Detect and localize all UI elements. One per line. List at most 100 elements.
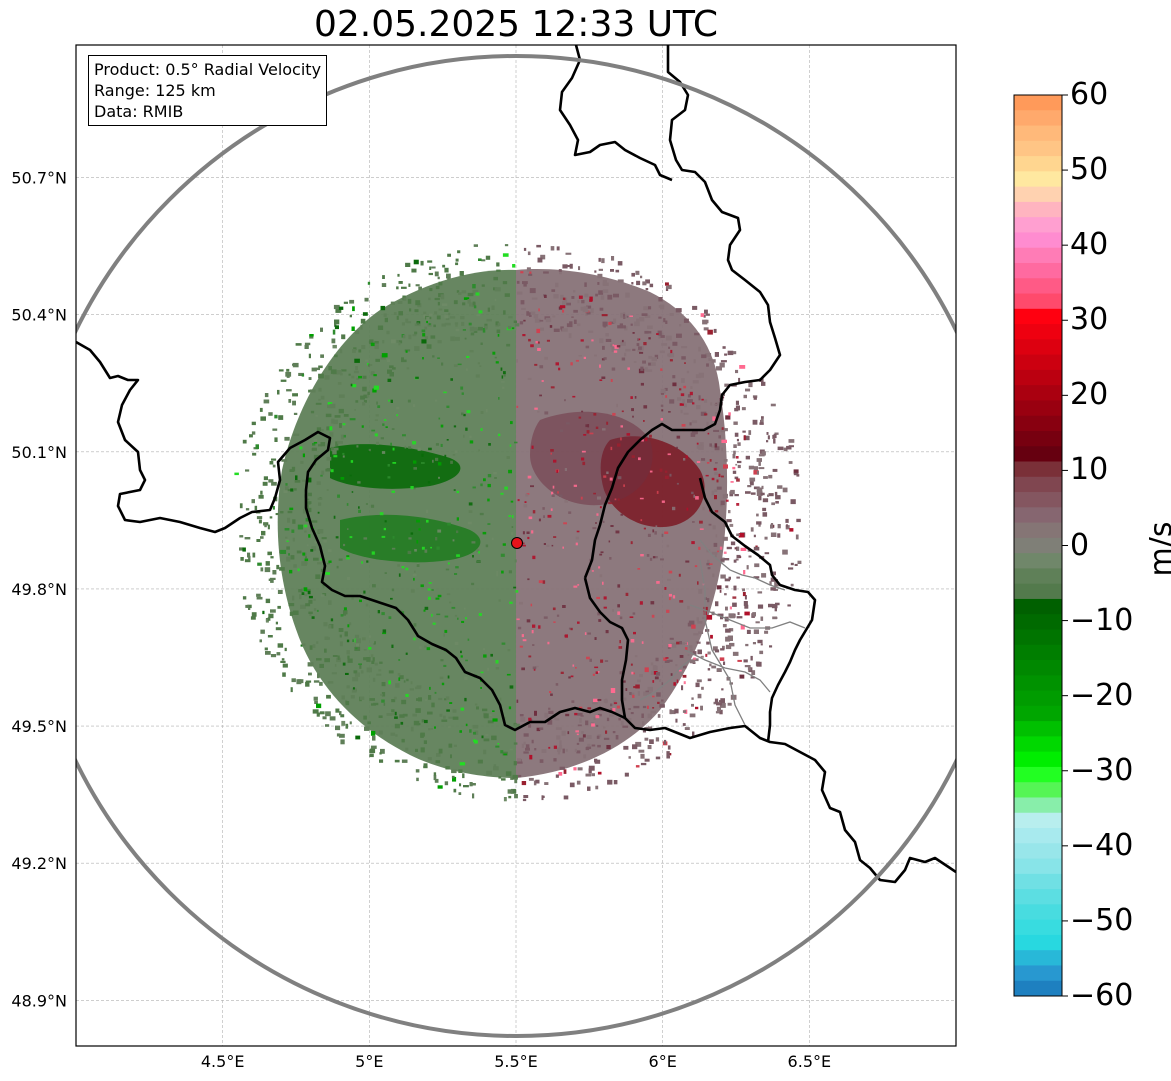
- echo-bin: [498, 776, 502, 779]
- echo-bin: [389, 365, 394, 369]
- echo-bin: [391, 644, 394, 648]
- echo-bin: [458, 292, 462, 295]
- echo-bin: [326, 426, 330, 431]
- echo-bin: [501, 381, 505, 383]
- echo-bin: [683, 318, 689, 323]
- echo-bin: [621, 339, 624, 343]
- echo-bin: [675, 718, 678, 723]
- echo-bin: [382, 423, 385, 426]
- echo-bin: [354, 409, 356, 411]
- echo-bin: [584, 293, 589, 298]
- echo-bin: [376, 401, 378, 405]
- echo-bin: [711, 359, 716, 363]
- echo-bin: [650, 662, 654, 666]
- echo-bin: [427, 711, 433, 715]
- echo-bin: [538, 580, 543, 584]
- echo-bin: [602, 345, 605, 350]
- echo-bin: [487, 667, 489, 671]
- echo-bin: [607, 779, 613, 785]
- echo-bin: [605, 730, 608, 734]
- echo-bin: [553, 294, 559, 299]
- echo-bin: [360, 670, 364, 674]
- echo-bin: [521, 634, 524, 638]
- echo-bin: [654, 354, 659, 359]
- echo-bin: [335, 708, 340, 713]
- echo-bin: [591, 570, 594, 572]
- echo-bin: [330, 618, 334, 622]
- echo-bin: [625, 292, 630, 298]
- echo-bin: [735, 558, 739, 561]
- echo-bin: [551, 491, 554, 495]
- echo-bin: [703, 314, 706, 318]
- echo-bin: [314, 540, 320, 544]
- echo-bin: [448, 716, 453, 719]
- echo-bin: [244, 559, 251, 563]
- echo-bin: [632, 332, 635, 334]
- echo-bin: [539, 759, 544, 763]
- echo-bin: [526, 267, 531, 272]
- echo-bin: [401, 322, 405, 326]
- echo-bin: [251, 431, 256, 435]
- echo-bin: [559, 744, 563, 750]
- echo-bin: [371, 429, 376, 432]
- echo-bin: [687, 622, 692, 627]
- echo-bin: [596, 596, 600, 600]
- echo-bin: [409, 688, 414, 691]
- echo-bin: [533, 314, 539, 319]
- lon-tick-label: 4.5°E: [201, 1052, 245, 1071]
- echo-bin: [313, 680, 320, 683]
- echo-bin: [401, 286, 407, 289]
- echo-bin: [500, 367, 503, 371]
- echo-bin: [636, 280, 641, 286]
- echo-bin: [435, 597, 440, 600]
- echo-bin: [300, 644, 303, 647]
- echo-bin: [790, 562, 794, 566]
- echo-bin: [666, 756, 670, 759]
- echo-bin: [601, 376, 606, 379]
- echo-bin: [572, 664, 575, 667]
- echo-bin: [710, 402, 713, 406]
- echo-bin: [576, 530, 580, 533]
- echo-bin: [707, 559, 710, 565]
- echo-bin: [679, 655, 684, 658]
- echo-bin: [576, 750, 581, 754]
- echo-bin: [294, 488, 297, 491]
- echo-bin: [570, 362, 573, 366]
- echo-bin: [325, 468, 332, 472]
- echo-bin: [526, 619, 531, 623]
- echo-bin: [256, 593, 261, 597]
- echo-bin: [435, 457, 439, 461]
- echo-bin: [773, 439, 776, 444]
- echo-bin: [739, 674, 745, 679]
- echo-bin: [656, 490, 659, 494]
- echo-bin: [732, 470, 737, 474]
- echo-bin: [397, 673, 401, 676]
- echo-bin: [514, 327, 517, 331]
- colorbar-bin: [1014, 110, 1062, 127]
- echo-bin: [660, 368, 663, 371]
- echo-bin: [301, 592, 305, 595]
- echo-bin: [318, 365, 323, 369]
- echo-bin: [640, 519, 643, 522]
- echo-bin: [701, 686, 704, 690]
- echo-bin: [655, 737, 660, 742]
- echo-bin: [640, 554, 644, 557]
- echo-bin: [550, 452, 552, 455]
- echo-bin: [559, 305, 566, 309]
- echo-bin: [708, 523, 712, 526]
- echo-bin: [305, 556, 307, 559]
- echo-bin: [270, 579, 274, 583]
- echo-bin: [487, 720, 494, 724]
- echo-bin: [340, 739, 345, 745]
- echo-bin: [774, 607, 777, 612]
- echo-bin: [308, 492, 312, 497]
- echo-bin: [434, 297, 440, 301]
- echo-bin: [743, 394, 747, 399]
- echo-bin: [705, 653, 708, 657]
- echo-bin: [689, 713, 696, 718]
- echo-bin: [435, 760, 441, 764]
- echo-bin: [552, 315, 556, 318]
- echo-bin: [756, 661, 762, 667]
- echo-bin: [445, 696, 450, 700]
- echo-bin: [524, 501, 527, 503]
